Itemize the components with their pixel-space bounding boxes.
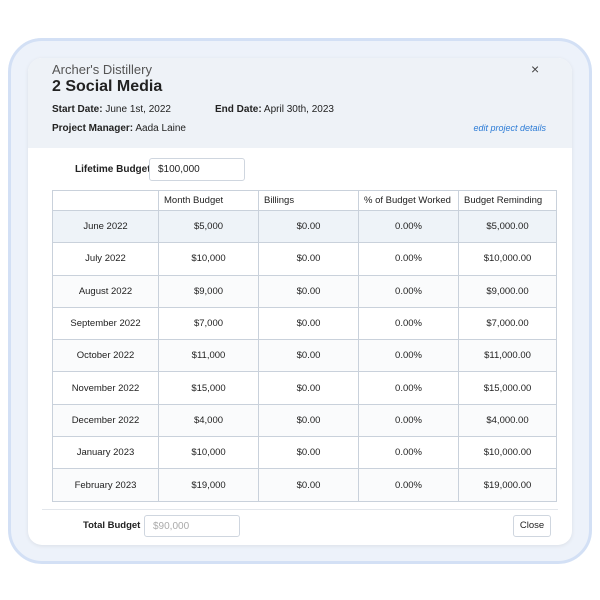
table-row: February 2023 $19,000 $0.00 0.00% $19,000.00 <box>52 468 557 502</box>
value: April 30th, 2023 <box>263 104 334 115</box>
value-cell: $10,000 <box>158 436 259 470</box>
month-cell: August 2022 <box>52 274 159 308</box>
lifetime-label: Lifetime Budget <box>75 164 151 175</box>
table-row: December 2022 $4,000 $0.00 0.00% $4,000.00 <box>52 403 557 438</box>
table-row: August 2022 $9,000 $0.00 0.00% $9,000.00 <box>52 274 557 308</box>
value-cell: 0.00% <box>358 339 459 373</box>
total-label: Total Budget <box>83 520 141 531</box>
value-cell: $0.00 <box>258 436 359 470</box>
table-row: June 2022 $5,000 $0.00 0.00% $5,000.00 <box>52 209 557 244</box>
month-cell: June 2022 <box>52 209 159 244</box>
value-cell: 0.00% <box>358 209 459 244</box>
value-cell: $0.00 <box>258 242 359 276</box>
value-cell: $10,000.00 <box>458 242 557 276</box>
header-cell: Month Budget <box>158 190 259 211</box>
start-date: Start Date: June 1st, 2022 <box>52 104 171 115</box>
label: Start Date: <box>52 104 103 115</box>
value: June 1st, 2022 <box>105 104 171 115</box>
value-cell: $0.00 <box>258 274 359 308</box>
budget-table: Month Budget Billings% of Budget Worked Bu… <box>52 190 557 502</box>
month-cell: September 2022 <box>52 306 159 341</box>
header-row: Month Budget Billings% of Budget Worked Bu… <box>52 190 557 211</box>
table-row: November 2022 $15,000 $0.00 0.00% $15,000.00 <box>52 371 557 405</box>
month-cell: January 2023 <box>52 436 159 470</box>
value-cell: $15,000.00 <box>458 371 557 405</box>
table-row: September 2022 $7,000 $0.00 0.00% $7,000.00 <box>52 306 557 341</box>
divider <box>42 509 558 510</box>
value-cell: 0.00% <box>358 242 459 276</box>
edit-link[interactable]: edit project details <box>473 123 546 133</box>
table-row: July 2022 $10,000 $0.00 0.00% $10,000.00 <box>52 242 557 276</box>
month-cell: November 2022 <box>52 371 159 405</box>
value-cell: $7,000 <box>158 306 259 341</box>
label: Project Manager: <box>52 123 134 134</box>
value-cell: $5,000.00 <box>458 209 557 244</box>
value-cell: $11,000.00 <box>458 339 557 373</box>
value-cell: $0.00 <box>258 339 359 373</box>
value-cell: 0.00% <box>358 468 459 502</box>
value-cell: $0.00 <box>258 468 359 502</box>
value-cell: $9,000 <box>158 274 259 308</box>
header-cell: Budget Reminding <box>458 190 557 211</box>
end-date: End Date: April 30th, 2023 <box>215 104 334 115</box>
close-icon[interactable]: × <box>531 61 540 77</box>
header-cell <box>52 190 159 211</box>
header-cell: Billings <box>258 190 359 211</box>
value-cell: $0.00 <box>258 371 359 405</box>
value-cell: $10,000 <box>158 242 259 276</box>
value-cell: $15,000 <box>158 371 259 405</box>
value-cell: 0.00% <box>358 436 459 470</box>
value-cell: $4,000 <box>158 403 259 438</box>
value-cell: $4,000.00 <box>458 403 557 438</box>
project-title: 2 Social Media <box>52 78 163 95</box>
value-cell: 0.00% <box>358 403 459 438</box>
value-cell: 0.00% <box>358 371 459 405</box>
value-cell: $10,000.00 <box>458 436 557 470</box>
total-input[interactable]: $90,000 <box>144 515 240 537</box>
month-cell: October 2022 <box>52 339 159 373</box>
month-cell: February 2023 <box>52 468 159 502</box>
company: Archer's Distillery <box>52 62 152 77</box>
month-cell: December 2022 <box>52 403 159 438</box>
value-cell: $11,000 <box>158 339 259 373</box>
lifetime-input[interactable]: $100,000 <box>149 158 245 181</box>
value: Aada Laine <box>135 123 186 134</box>
month-cell: July 2022 <box>52 242 159 276</box>
value-cell: $19,000.00 <box>458 468 557 502</box>
value-cell: 0.00% <box>358 306 459 341</box>
value-cell: $19,000 <box>158 468 259 502</box>
value-cell: $5,000 <box>158 209 259 244</box>
table-row: January 2023 $10,000 $0.00 0.00% $10,000.00 <box>52 436 557 470</box>
value-cell: $0.00 <box>258 209 359 244</box>
header-cell: % of Budget Worked <box>358 190 459 211</box>
close-button[interactable]: Close <box>513 515 551 537</box>
manager: Project Manager: Aada Laine <box>52 123 186 134</box>
table-row: October 2022 $11,000 $0.00 0.00% $11,000.00 <box>52 339 557 373</box>
value-cell: 0.00% <box>358 274 459 308</box>
modal: Archer's Distillery 2 Social Media Start… <box>28 58 572 545</box>
label: End Date: <box>215 104 262 115</box>
value-cell: $7,000.00 <box>458 306 557 341</box>
value-cell: $9,000.00 <box>458 274 557 308</box>
value-cell: $0.00 <box>258 403 359 438</box>
modal-header <box>28 58 572 148</box>
value-cell: $0.00 <box>258 306 359 341</box>
